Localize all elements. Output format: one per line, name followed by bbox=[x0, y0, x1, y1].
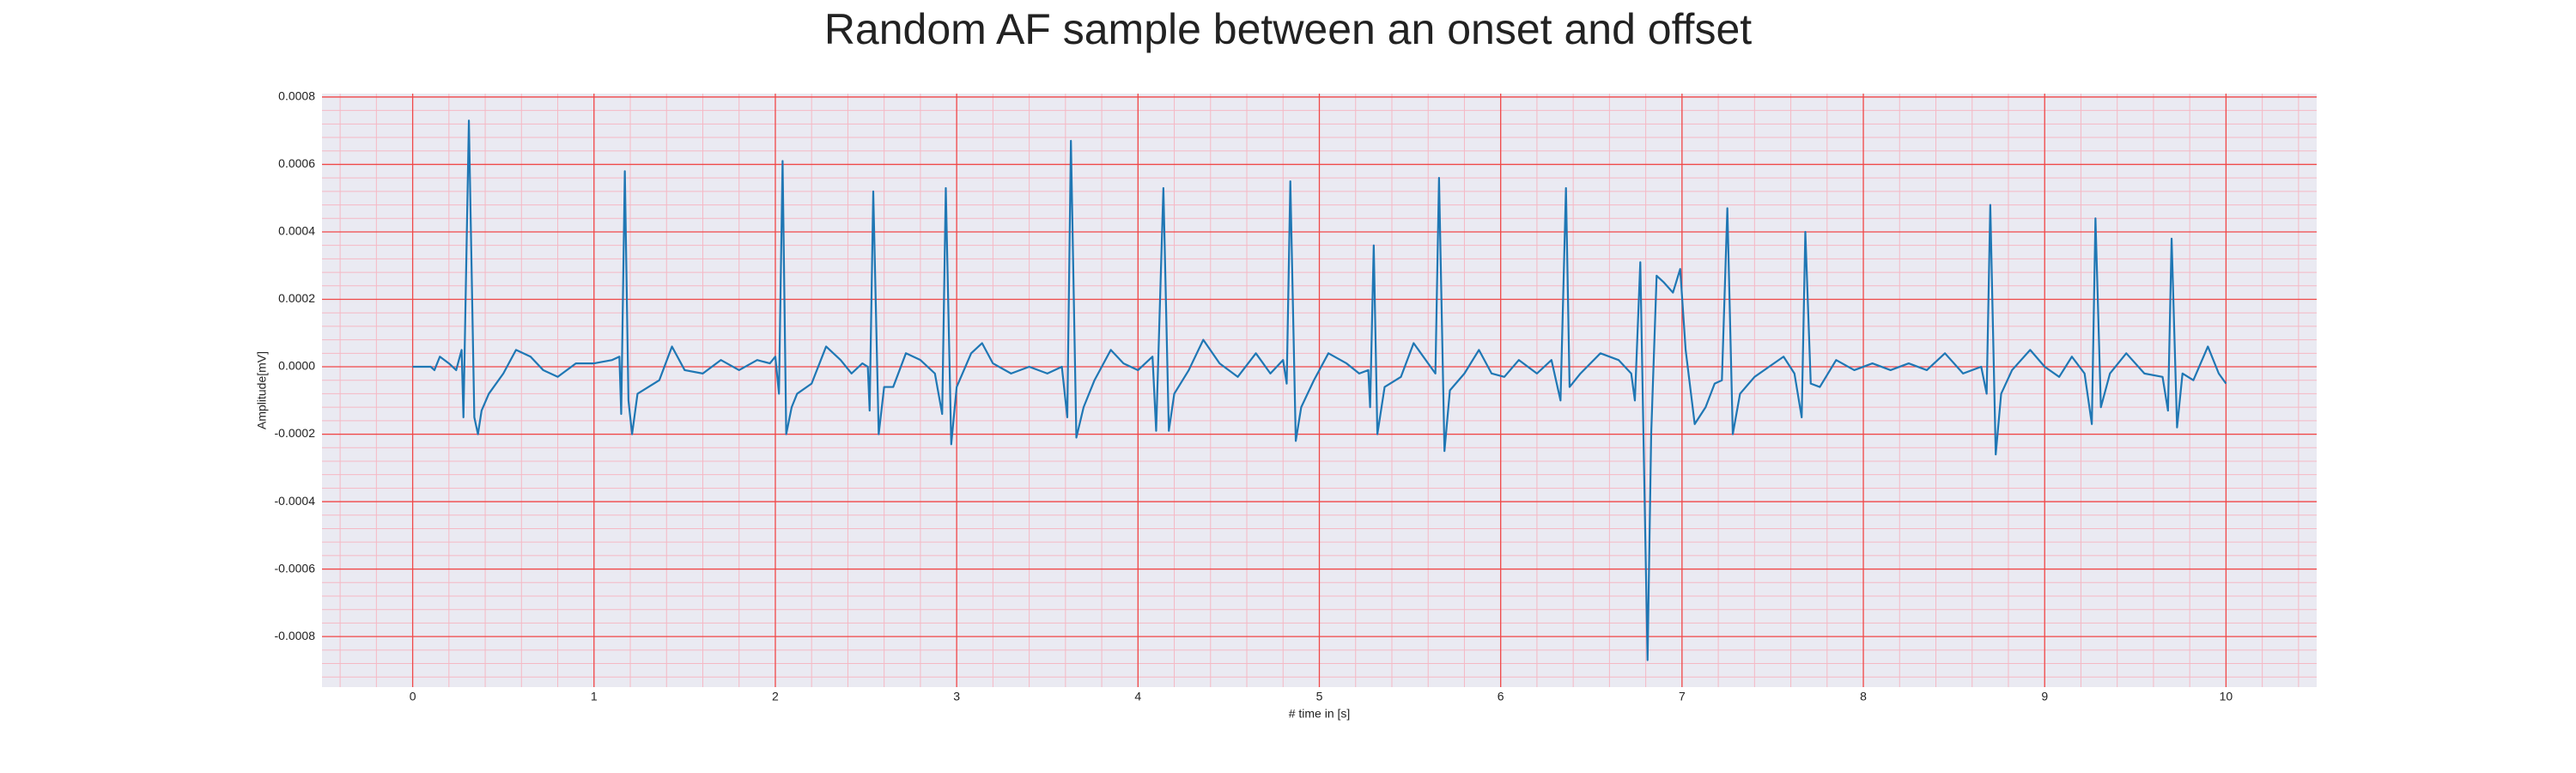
x-tick-label: 0 bbox=[410, 690, 416, 703]
y-tick-label: -0.0004 bbox=[275, 494, 316, 508]
x-tick-label: 6 bbox=[1498, 690, 1504, 703]
y-tick-label: 0.0008 bbox=[278, 89, 315, 103]
x-tick-label: 4 bbox=[1134, 690, 1141, 703]
y-tick-label: 0.0000 bbox=[278, 359, 315, 373]
x-tick-label: 9 bbox=[2041, 690, 2048, 703]
signal-line bbox=[412, 119, 2227, 661]
x-tick-label: 5 bbox=[1316, 690, 1323, 703]
chart-title: Random AF sample between an onset and of… bbox=[824, 5, 1752, 53]
y-tick-label: 0.0006 bbox=[278, 156, 315, 170]
x-tick-label: 8 bbox=[1860, 690, 1867, 703]
y-tick-label: -0.0006 bbox=[275, 561, 316, 575]
y-tick-label: 0.0002 bbox=[278, 291, 315, 305]
x-tick-label: 7 bbox=[1679, 690, 1686, 703]
x-tick-label: 1 bbox=[591, 690, 598, 703]
y-tick-label: -0.0002 bbox=[275, 426, 316, 440]
x-tick-label: 10 bbox=[2220, 690, 2233, 703]
y-tick-label: -0.0008 bbox=[275, 629, 316, 642]
y-axis-label: Amplitude[mV] bbox=[255, 351, 269, 429]
x-tick-label: 2 bbox=[772, 690, 779, 703]
x-tick-label: 3 bbox=[953, 690, 960, 703]
y-tick-label: 0.0004 bbox=[278, 224, 315, 238]
x-axis-label: # time in [s] bbox=[1289, 707, 1351, 721]
